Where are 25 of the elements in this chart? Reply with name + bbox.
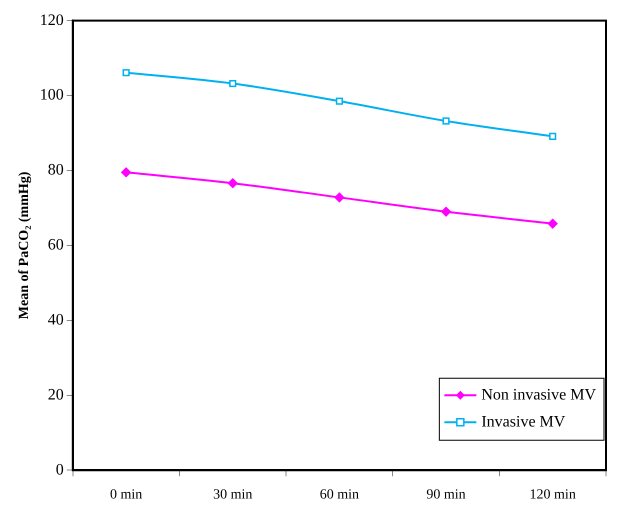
- y-tick-label: 20: [48, 386, 64, 404]
- point: [441, 206, 452, 217]
- y-tick-label: 80: [48, 162, 64, 179]
- x-tick-label: 60 min: [320, 487, 360, 502]
- point: [229, 80, 236, 88]
- legend-label: Non invasive MV: [481, 386, 596, 404]
- point: [122, 69, 130, 76]
- y-tick-label: 60: [48, 236, 64, 254]
- y-tick-label: 0: [56, 461, 64, 478]
- point: [121, 167, 132, 178]
- y-tick-label: 120: [40, 12, 64, 29]
- legend-label: Invasive MV: [481, 413, 566, 430]
- x-tick-label: 120 min: [530, 487, 576, 502]
- point: [228, 178, 238, 188]
- x-tick-label: 30 min: [213, 487, 252, 502]
- x-tick-label: 0 min: [110, 487, 142, 502]
- y-tick-label: 100: [40, 86, 64, 104]
- point: [548, 218, 558, 229]
- x-tick-label: 90 min: [426, 487, 466, 502]
- point: [336, 98, 343, 105]
- y-tick-label: 40: [48, 312, 64, 329]
- point: [549, 132, 556, 140]
- point: [334, 192, 344, 202]
- y-axis-title: Mean of PaCO₂ (mmHg): [17, 171, 32, 320]
- point: [442, 117, 450, 125]
